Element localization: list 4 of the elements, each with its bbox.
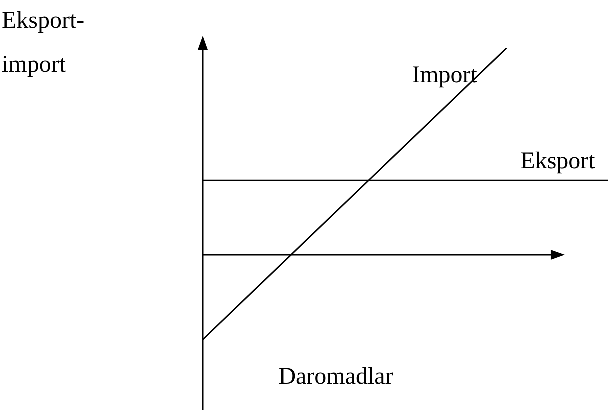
x-axis-title: Daromadlar [278, 364, 394, 390]
series-label: Import [412, 62, 478, 88]
series-label: Eksport [520, 148, 596, 175]
y-axis-title: Eksport-import [2, 8, 85, 78]
